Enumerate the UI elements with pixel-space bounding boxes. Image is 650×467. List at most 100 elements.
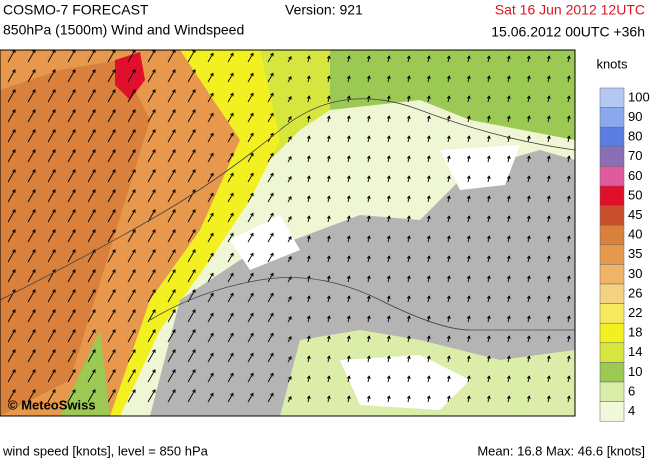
wind-arrow	[446, 115, 451, 123]
wind-arrow	[187, 369, 196, 383]
wind-arrow	[127, 169, 136, 183]
wind-arrow	[47, 50, 56, 63]
wind-arrow	[107, 189, 116, 203]
wind-arrow	[287, 396, 292, 403]
wind-arrow	[187, 69, 196, 83]
wind-arrow	[147, 209, 156, 223]
wind-arrow	[127, 149, 136, 163]
wind-arrow	[87, 209, 96, 223]
wind-arrow	[247, 212, 254, 223]
wind-arrow	[446, 215, 451, 223]
wind-arrow	[127, 289, 136, 303]
wind-arrow	[326, 95, 331, 103]
wind-arrow	[67, 129, 76, 143]
wind-arrow	[466, 95, 471, 103]
wind-arrow	[346, 175, 351, 183]
wind-arrow	[287, 96, 292, 103]
wind-arrow	[187, 50, 196, 63]
wind-arrow	[207, 372, 214, 383]
wind-arrow	[147, 289, 156, 303]
wind-arrow	[187, 109, 196, 123]
wind-arrow	[426, 115, 431, 123]
wind-arrow	[87, 269, 96, 283]
wind-arrow	[366, 195, 371, 203]
wind-arrow	[346, 315, 351, 323]
wind-arrow	[207, 72, 214, 83]
wind-arrow	[47, 309, 56, 323]
wind-arrow	[406, 295, 411, 303]
wind-arrow	[446, 355, 451, 363]
wind-arrow	[267, 272, 274, 283]
wind-arrow	[566, 175, 571, 183]
wind-arrow	[27, 269, 36, 283]
wind-arrow	[67, 69, 76, 83]
wind-arrow	[546, 195, 551, 203]
wind-arrow	[546, 335, 551, 343]
wind-arrow	[386, 55, 391, 63]
wind-arrow	[566, 55, 571, 63]
wind-arrow	[566, 335, 571, 343]
wind-arrow	[486, 55, 491, 63]
wind-arrow	[287, 196, 292, 203]
wind-arrow	[247, 152, 254, 163]
wind-arrow	[366, 155, 371, 163]
wind-arrow	[306, 235, 311, 243]
wind-arrow	[127, 369, 136, 383]
wind-arrow	[67, 149, 76, 163]
legend-swatch	[599, 126, 625, 148]
wind-arrow	[167, 149, 176, 163]
wind-arrow	[287, 296, 292, 303]
wind-arrow	[326, 295, 331, 303]
wind-arrow	[526, 275, 531, 283]
wind-arrow	[287, 216, 292, 223]
wind-arrow	[326, 55, 331, 63]
wind-arrow	[506, 375, 511, 383]
wind-arrow	[566, 75, 571, 83]
wind-arrow	[27, 89, 36, 103]
legend-label: 45	[628, 207, 642, 222]
wind-arrow	[466, 75, 471, 83]
wind-arrow	[27, 309, 36, 323]
legend-label: 26	[628, 285, 642, 300]
wind-arrow	[526, 375, 531, 383]
wind-arrow	[546, 115, 551, 123]
wind-arrow	[87, 149, 96, 163]
wind-arrow	[446, 235, 451, 243]
wind-arrow	[247, 232, 254, 243]
wind-arrow	[187, 269, 196, 283]
wind-arrow	[287, 236, 292, 243]
wind-arrow	[167, 389, 176, 403]
wind-arrow	[466, 275, 471, 283]
wind-arrow	[386, 335, 391, 343]
wind-arrow	[127, 389, 136, 403]
wind-arrow	[526, 175, 531, 183]
wind-arrow	[247, 92, 254, 103]
wind-arrow	[87, 249, 96, 263]
legend-swatch	[599, 283, 625, 304]
wind-arrow	[247, 252, 254, 263]
legend-swatch	[599, 362, 625, 383]
wind-arrow	[207, 192, 214, 203]
wind-arrow	[287, 176, 292, 183]
wind-arrow	[107, 129, 116, 143]
wind-arrow	[366, 375, 371, 383]
legend-label: 60	[628, 168, 642, 183]
wind-arrow	[426, 255, 431, 263]
wind-arrow	[326, 255, 331, 263]
wind-arrow	[426, 295, 431, 303]
wind-arrow	[67, 369, 76, 383]
wind-arrow	[466, 395, 471, 403]
wind-arrow	[406, 95, 411, 103]
wind-arrow	[227, 292, 234, 303]
wind-arrow	[546, 255, 551, 263]
wind-arrow	[426, 395, 431, 403]
wind-arrow	[207, 232, 214, 243]
wind-arrow	[566, 355, 571, 363]
wind-arrow	[366, 75, 371, 83]
wind-arrow	[287, 256, 292, 263]
wind-arrow	[127, 229, 136, 243]
wind-arrow	[267, 172, 274, 183]
wind-arrow	[406, 75, 411, 83]
wind-arrow	[406, 155, 411, 163]
wind-arrow	[187, 229, 196, 243]
